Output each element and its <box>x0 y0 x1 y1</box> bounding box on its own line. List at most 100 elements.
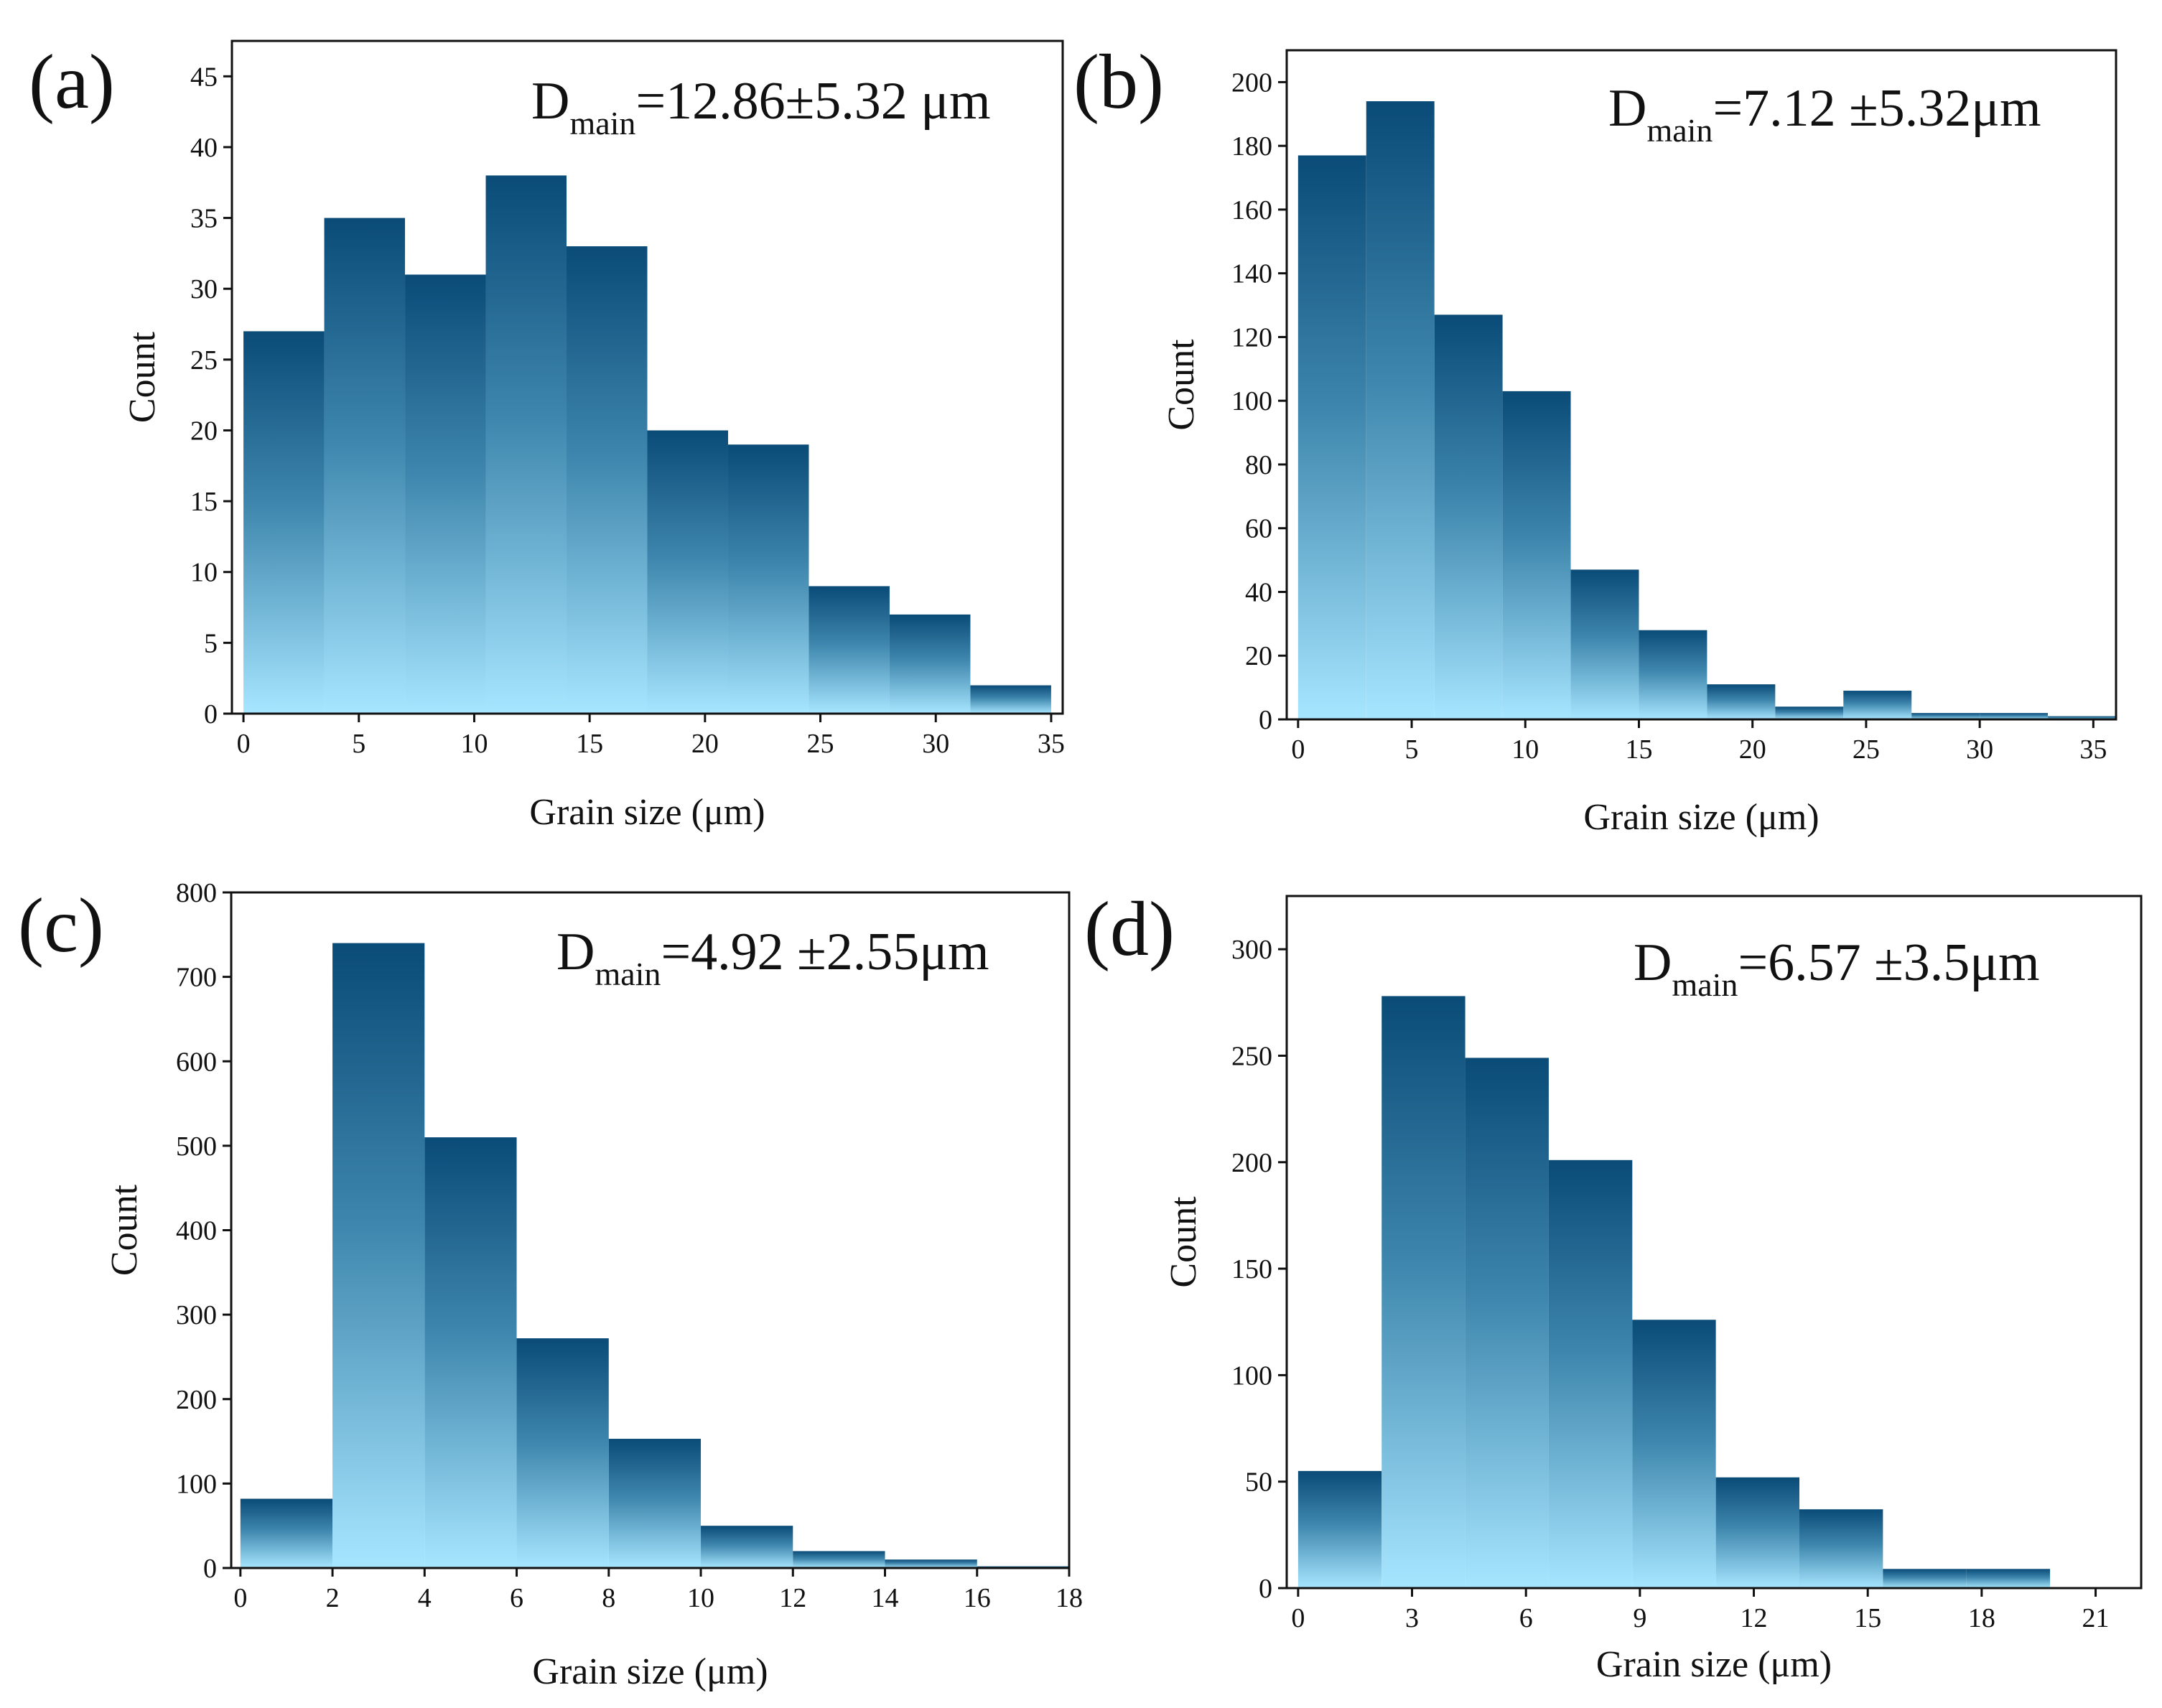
x-tick-label: 16 <box>964 1583 991 1613</box>
x-tick-label: 15 <box>576 729 603 759</box>
histogram-bar <box>1966 1569 2051 1588</box>
x-axis-label: Grain size (μm) <box>1583 797 1819 838</box>
x-tick-label: 5 <box>352 729 365 759</box>
histogram-bar <box>1843 691 1912 719</box>
y-tick-label: 15 <box>190 487 218 517</box>
y-tick-label: 500 <box>176 1131 217 1162</box>
y-tick-label: 10 <box>190 558 218 588</box>
x-tick-label: 20 <box>691 729 719 759</box>
histogram-bar <box>1980 713 2049 719</box>
annotation-value: =12.86±5.32 μm <box>635 72 990 131</box>
y-tick-label: 0 <box>204 699 218 729</box>
histogram-bar <box>405 274 486 714</box>
y-axis-label: Count <box>122 331 163 423</box>
y-tick-label: 100 <box>1231 1361 1272 1391</box>
histogram-bar <box>647 430 728 714</box>
plot-frame <box>1285 895 2143 1590</box>
y-tick-label: 5 <box>204 628 218 658</box>
x-tick-label: 12 <box>1741 1603 1768 1633</box>
histogram-bar <box>240 1498 333 1568</box>
histogram-bar <box>885 1559 977 1568</box>
y-axis-label: Count <box>104 1184 145 1276</box>
x-tick-label: 3 <box>1405 1603 1419 1633</box>
histogram-bar <box>608 1439 702 1568</box>
x-tick-label: 8 <box>602 1583 615 1613</box>
histogram-bar <box>1715 1477 1799 1588</box>
x-tick-label: 2 <box>326 1583 340 1613</box>
y-tick-label: 200 <box>1231 1148 1272 1178</box>
histogram-bar <box>1366 101 1435 719</box>
y-tick-label: 180 <box>1231 131 1272 162</box>
histogram-panel-c: 0 2 4 6 8 10 12 14 16 18 0 100 200 300 400 500 600 700 800… <box>18 878 1083 1692</box>
histogram-bar <box>1502 391 1571 719</box>
y-tick-label: 50 <box>1245 1467 1272 1498</box>
histogram-bar <box>567 246 648 714</box>
mean-grain-size-annotation: Dmain=6.57 ±3.5μm <box>1634 933 2040 1003</box>
y-tick-label: 30 <box>190 274 218 304</box>
x-tick-label: 21 <box>2082 1603 2110 1633</box>
x-tick-label: 18 <box>1056 1583 1083 1613</box>
y-tick-label: 20 <box>1245 641 1272 671</box>
x-tick-label: 18 <box>1968 1603 1995 1633</box>
histogram-bar <box>1297 155 1366 719</box>
annotation-symbol: D <box>1634 933 1672 992</box>
x-tick-label: 35 <box>2079 734 2107 765</box>
histogram-bar <box>1639 630 1707 719</box>
x-tick-label: 15 <box>1625 734 1652 765</box>
histogram-bar <box>1297 1470 1382 1588</box>
x-tick-label: 6 <box>510 1583 523 1613</box>
y-tick-label: 800 <box>176 878 217 908</box>
y-tick-label: 25 <box>190 345 218 375</box>
histogram-bar <box>332 943 425 1568</box>
y-tick-label: 700 <box>176 963 217 993</box>
histogram-bar <box>793 1551 885 1568</box>
annotation-subscript: main <box>569 105 635 141</box>
y-tick-label: 0 <box>203 1554 217 1584</box>
histogram-bar <box>243 331 325 714</box>
x-axis-label: Grain size (μm) <box>1596 1644 1832 1685</box>
y-tick-label: 45 <box>190 62 218 92</box>
y-tick-label: 100 <box>1231 386 1272 416</box>
annotation-value: =7.12 ±5.32μm <box>1713 79 2041 138</box>
mean-grain-size-annotation: Dmain=12.86±5.32 μm <box>531 72 991 141</box>
histogram-bar <box>424 1137 517 1568</box>
histogram-bar <box>1548 1159 1633 1588</box>
y-tick-label: 40 <box>1245 577 1272 607</box>
annotation-subscript: main <box>595 956 661 992</box>
histogram-bar <box>324 218 406 714</box>
y-tick-label: 140 <box>1231 259 1272 289</box>
annotation-subscript: main <box>1672 966 1738 1003</box>
histogram-bar <box>2048 716 2116 719</box>
annotation-subscript: main <box>1646 112 1713 149</box>
x-tick-label: 0 <box>1291 1603 1305 1633</box>
histogram-bar <box>1570 569 1639 719</box>
panel-label: (c) <box>18 883 104 969</box>
x-tick-label: 25 <box>1853 734 1880 765</box>
y-tick-label: 300 <box>1231 935 1272 965</box>
histogram-panel-b: 0 5 10 15 20 25 30 35 0 20 40 60 80 100 120 140 160 180 20… <box>1073 39 2117 838</box>
x-tick-label: 4 <box>418 1583 432 1613</box>
plot-frame <box>1285 49 2117 721</box>
y-tick-label: 600 <box>176 1047 217 1077</box>
mean-grain-size-annotation: Dmain=7.12 ±5.32μm <box>1608 79 2041 149</box>
x-tick-label: 0 <box>237 729 251 759</box>
x-tick-label: 10 <box>687 1583 714 1613</box>
x-tick-label: 20 <box>1739 734 1766 765</box>
x-axis-label: Grain size (μm) <box>529 792 765 833</box>
panel-label: (b) <box>1073 39 1164 125</box>
annotation-symbol: D <box>531 72 569 131</box>
y-tick-label: 400 <box>176 1216 217 1246</box>
histogram-bar <box>701 1526 793 1568</box>
y-tick-label: 0 <box>1259 1574 1272 1604</box>
y-axis-label: Count <box>1163 1196 1204 1288</box>
histogram-bar <box>1381 996 1466 1588</box>
y-tick-label: 35 <box>190 204 218 234</box>
x-tick-label: 14 <box>872 1583 899 1613</box>
y-tick-label: 300 <box>176 1300 217 1330</box>
x-tick-label: 6 <box>1519 1603 1533 1633</box>
annotation-symbol: D <box>556 923 595 981</box>
y-tick-label: 200 <box>176 1385 217 1415</box>
x-tick-label: 5 <box>1405 734 1419 765</box>
histogram-bar <box>1632 1320 1716 1588</box>
